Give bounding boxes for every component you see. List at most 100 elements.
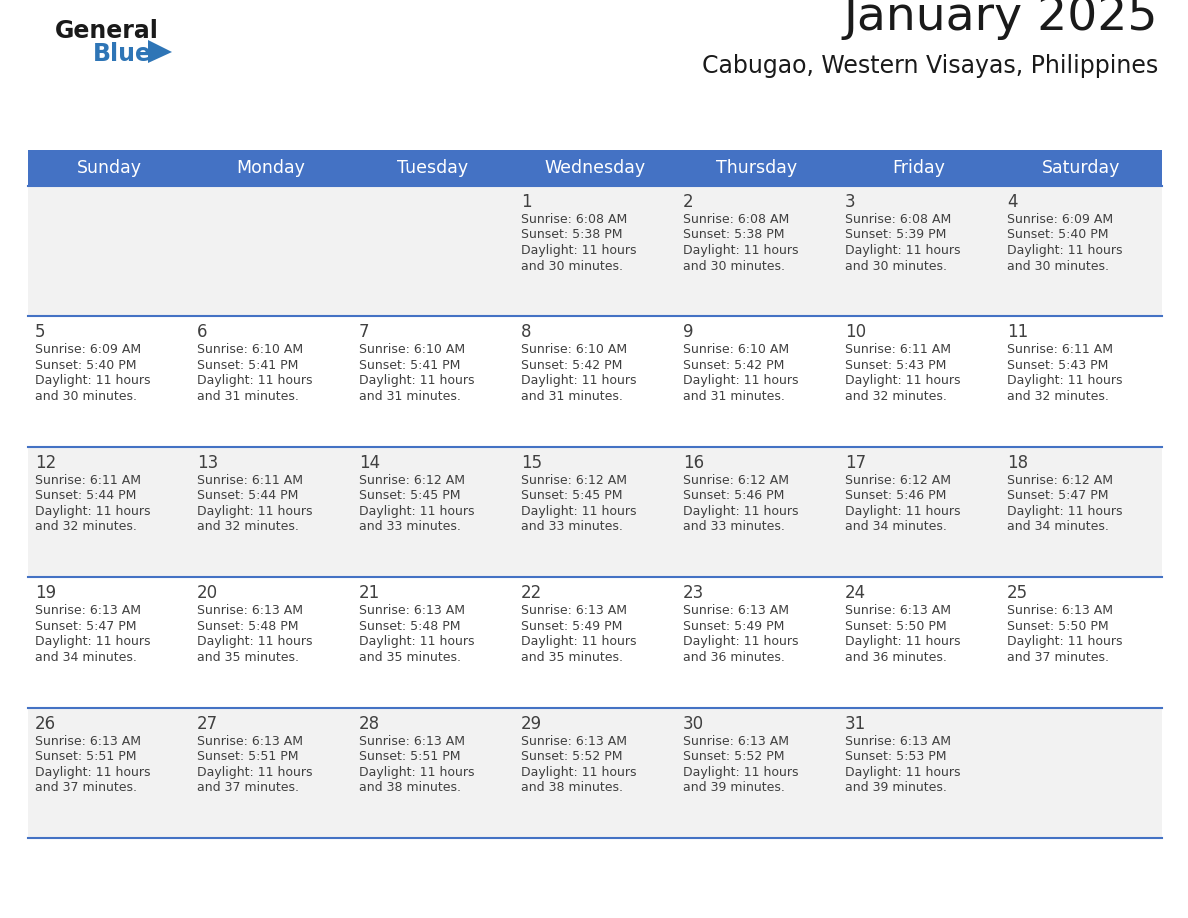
Text: 30: 30 <box>683 714 704 733</box>
Text: 3: 3 <box>845 193 855 211</box>
Text: Daylight: 11 hours: Daylight: 11 hours <box>359 635 474 648</box>
Text: Sunrise: 6:13 AM: Sunrise: 6:13 AM <box>197 734 303 747</box>
Text: Sunset: 5:38 PM: Sunset: 5:38 PM <box>683 229 784 241</box>
Text: and 30 minutes.: and 30 minutes. <box>522 260 623 273</box>
Text: and 35 minutes.: and 35 minutes. <box>197 651 299 664</box>
Text: 4: 4 <box>1007 193 1017 211</box>
Text: Daylight: 11 hours: Daylight: 11 hours <box>522 375 637 387</box>
Bar <box>29 317 1162 447</box>
Text: Sunrise: 6:10 AM: Sunrise: 6:10 AM <box>359 343 466 356</box>
Text: Monday: Monday <box>236 159 305 177</box>
Text: Daylight: 11 hours: Daylight: 11 hours <box>197 635 312 648</box>
Text: Sunrise: 6:12 AM: Sunrise: 6:12 AM <box>359 474 465 487</box>
Text: 21: 21 <box>359 584 380 602</box>
Text: Sunset: 5:45 PM: Sunset: 5:45 PM <box>522 489 623 502</box>
Text: Sunrise: 6:13 AM: Sunrise: 6:13 AM <box>359 604 465 617</box>
Text: and 37 minutes.: and 37 minutes. <box>1007 651 1110 664</box>
Text: and 35 minutes.: and 35 minutes. <box>522 651 623 664</box>
Text: 10: 10 <box>845 323 866 341</box>
Text: and 38 minutes.: and 38 minutes. <box>522 781 623 794</box>
Text: Sunset: 5:45 PM: Sunset: 5:45 PM <box>359 489 461 502</box>
Text: 15: 15 <box>522 453 542 472</box>
Text: Daylight: 11 hours: Daylight: 11 hours <box>34 635 151 648</box>
Text: Sunrise: 6:08 AM: Sunrise: 6:08 AM <box>522 213 627 226</box>
Text: Daylight: 11 hours: Daylight: 11 hours <box>522 505 637 518</box>
Text: and 33 minutes.: and 33 minutes. <box>683 521 785 533</box>
Text: Daylight: 11 hours: Daylight: 11 hours <box>683 635 798 648</box>
Text: Sunset: 5:44 PM: Sunset: 5:44 PM <box>34 489 137 502</box>
Text: and 31 minutes.: and 31 minutes. <box>359 390 461 403</box>
Text: 26: 26 <box>34 714 56 733</box>
Text: Wednesday: Wednesday <box>544 159 645 177</box>
Text: 29: 29 <box>522 714 542 733</box>
Text: 28: 28 <box>359 714 380 733</box>
Text: Friday: Friday <box>892 159 946 177</box>
Text: Daylight: 11 hours: Daylight: 11 hours <box>359 375 474 387</box>
Text: 24: 24 <box>845 584 866 602</box>
Text: Sunset: 5:49 PM: Sunset: 5:49 PM <box>522 620 623 633</box>
Text: Sunrise: 6:13 AM: Sunrise: 6:13 AM <box>34 604 141 617</box>
Bar <box>29 708 1162 838</box>
Text: and 34 minutes.: and 34 minutes. <box>845 521 947 533</box>
Text: Daylight: 11 hours: Daylight: 11 hours <box>522 766 637 778</box>
Text: Sunset: 5:46 PM: Sunset: 5:46 PM <box>845 489 947 502</box>
Text: Sunset: 5:52 PM: Sunset: 5:52 PM <box>683 750 784 763</box>
Text: Thursday: Thursday <box>716 159 797 177</box>
Text: Sunrise: 6:12 AM: Sunrise: 6:12 AM <box>845 474 952 487</box>
Text: Sunset: 5:50 PM: Sunset: 5:50 PM <box>1007 620 1108 633</box>
Text: Sunrise: 6:11 AM: Sunrise: 6:11 AM <box>197 474 303 487</box>
Text: and 36 minutes.: and 36 minutes. <box>845 651 947 664</box>
Text: and 30 minutes.: and 30 minutes. <box>845 260 947 273</box>
Text: Daylight: 11 hours: Daylight: 11 hours <box>845 766 961 778</box>
Text: Sunrise: 6:11 AM: Sunrise: 6:11 AM <box>34 474 141 487</box>
Text: Sunset: 5:48 PM: Sunset: 5:48 PM <box>359 620 461 633</box>
Text: and 32 minutes.: and 32 minutes. <box>1007 390 1108 403</box>
Text: Sunset: 5:42 PM: Sunset: 5:42 PM <box>683 359 784 372</box>
Text: 7: 7 <box>359 323 369 341</box>
Text: and 30 minutes.: and 30 minutes. <box>34 390 137 403</box>
Text: 14: 14 <box>359 453 380 472</box>
Text: and 32 minutes.: and 32 minutes. <box>197 521 299 533</box>
Text: Sunset: 5:52 PM: Sunset: 5:52 PM <box>522 750 623 763</box>
Text: Sunset: 5:39 PM: Sunset: 5:39 PM <box>845 229 947 241</box>
Text: Daylight: 11 hours: Daylight: 11 hours <box>34 766 151 778</box>
Text: 20: 20 <box>197 584 219 602</box>
Text: Sunrise: 6:13 AM: Sunrise: 6:13 AM <box>522 604 627 617</box>
Text: 6: 6 <box>197 323 208 341</box>
Text: Tuesday: Tuesday <box>398 159 468 177</box>
Text: Daylight: 11 hours: Daylight: 11 hours <box>683 244 798 257</box>
Text: Sunset: 5:49 PM: Sunset: 5:49 PM <box>683 620 784 633</box>
Text: Daylight: 11 hours: Daylight: 11 hours <box>359 505 474 518</box>
Text: Sunrise: 6:13 AM: Sunrise: 6:13 AM <box>683 604 789 617</box>
Text: Sunset: 5:41 PM: Sunset: 5:41 PM <box>359 359 461 372</box>
Text: Sunday: Sunday <box>76 159 141 177</box>
Text: and 37 minutes.: and 37 minutes. <box>34 781 137 794</box>
Text: Sunset: 5:50 PM: Sunset: 5:50 PM <box>845 620 947 633</box>
Text: Sunrise: 6:12 AM: Sunrise: 6:12 AM <box>522 474 627 487</box>
Text: 13: 13 <box>197 453 219 472</box>
Text: Sunrise: 6:09 AM: Sunrise: 6:09 AM <box>34 343 141 356</box>
Text: and 33 minutes.: and 33 minutes. <box>522 521 623 533</box>
Text: and 37 minutes.: and 37 minutes. <box>197 781 299 794</box>
Text: Daylight: 11 hours: Daylight: 11 hours <box>845 375 961 387</box>
Text: Sunrise: 6:13 AM: Sunrise: 6:13 AM <box>845 604 952 617</box>
Text: Sunrise: 6:13 AM: Sunrise: 6:13 AM <box>359 734 465 747</box>
Text: Sunrise: 6:08 AM: Sunrise: 6:08 AM <box>683 213 789 226</box>
Text: 25: 25 <box>1007 584 1028 602</box>
Text: 19: 19 <box>34 584 56 602</box>
Text: Sunset: 5:42 PM: Sunset: 5:42 PM <box>522 359 623 372</box>
Text: Sunrise: 6:10 AM: Sunrise: 6:10 AM <box>197 343 303 356</box>
Text: Saturday: Saturday <box>1042 159 1120 177</box>
Text: 27: 27 <box>197 714 219 733</box>
Text: Sunset: 5:48 PM: Sunset: 5:48 PM <box>197 620 298 633</box>
Text: Daylight: 11 hours: Daylight: 11 hours <box>1007 244 1123 257</box>
Text: and 35 minutes.: and 35 minutes. <box>359 651 461 664</box>
Bar <box>29 447 1162 577</box>
Text: Sunrise: 6:13 AM: Sunrise: 6:13 AM <box>845 734 952 747</box>
Text: Sunset: 5:51 PM: Sunset: 5:51 PM <box>34 750 137 763</box>
Text: Sunset: 5:46 PM: Sunset: 5:46 PM <box>683 489 784 502</box>
Text: 18: 18 <box>1007 453 1028 472</box>
Text: 31: 31 <box>845 714 866 733</box>
Text: Sunrise: 6:10 AM: Sunrise: 6:10 AM <box>522 343 627 356</box>
Bar <box>29 150 1162 186</box>
